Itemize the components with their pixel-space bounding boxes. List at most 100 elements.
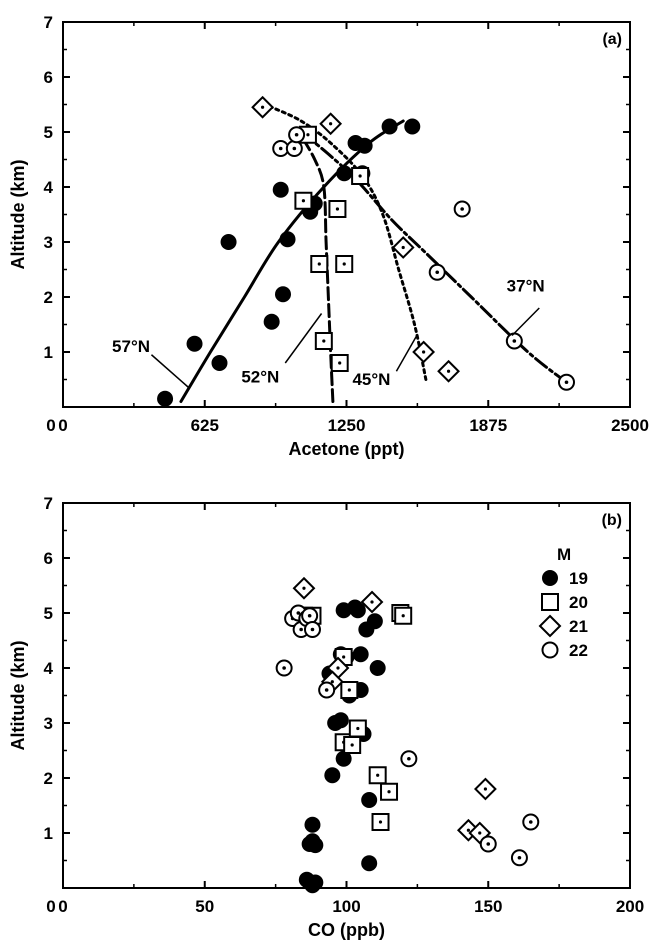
point-open-circle <box>510 849 528 867</box>
data-points <box>157 95 575 407</box>
curve-label-leader <box>395 335 418 372</box>
y-tick-label: 6 <box>44 68 53 87</box>
panel-b: 0 50 100 150 200 0 1 2 3 4 5 6 7 CO (ppb) Altitude (km… <box>8 494 644 940</box>
point-open-diamond <box>412 340 436 364</box>
marker-center-dot <box>335 207 340 211</box>
y-tick-label: 7 <box>44 13 53 32</box>
point-open-square <box>348 719 367 738</box>
x-tick-label: 2500 <box>611 416 649 435</box>
point-open-square <box>368 766 387 785</box>
point-open-diamond <box>360 590 384 614</box>
marker-center-dot <box>336 666 340 670</box>
y-tick-label: 6 <box>44 549 53 568</box>
curve-label-leader <box>150 354 190 389</box>
legend-label: 19 <box>569 569 588 588</box>
panel-label: (a) <box>602 31 622 48</box>
point-filled-circle <box>186 335 203 352</box>
marker-center-dot <box>446 369 451 373</box>
point-filled-circle <box>369 660 386 676</box>
y-tick-label: 7 <box>44 494 53 513</box>
point-open-square <box>310 255 329 273</box>
y-tick-label: 2 <box>44 288 53 307</box>
point-open-square <box>351 167 370 185</box>
x-axis-title: Acetone (ppt) <box>289 439 405 459</box>
point-open-square <box>314 332 333 350</box>
point-open-diamond <box>292 576 316 600</box>
marker-center-dot <box>342 655 346 659</box>
marker-center-dot <box>306 133 310 137</box>
marker-center-dot <box>299 627 303 632</box>
x-tick-label: 100 <box>332 897 360 916</box>
marker-center-dot <box>324 688 329 692</box>
point-filled-circle <box>332 712 349 729</box>
legend-label: 20 <box>569 593 588 612</box>
y-tick-label: 3 <box>44 714 53 733</box>
point-filled-circle <box>361 855 378 872</box>
point-open-square <box>380 782 399 801</box>
point-open-circle <box>303 621 321 638</box>
panel-a: 0 625 1250 1875 2500 0 1 2 3 4 5 6 7 Acetone (ppt) Alt… <box>8 13 649 459</box>
legend-marker <box>538 614 562 638</box>
x-axis-title: CO (ppb) <box>308 920 385 940</box>
marker-center-dot <box>466 828 471 832</box>
point-open-square <box>330 354 349 372</box>
marker-center-dot <box>322 339 326 343</box>
point-filled-circle <box>220 234 237 250</box>
point-open-circle <box>522 813 540 831</box>
curve-45n <box>270 105 428 381</box>
y-tick-label: 2 <box>44 769 53 788</box>
point-filled-circle <box>263 313 280 330</box>
curve-label: 45°N <box>352 370 390 389</box>
point-open-circle <box>285 140 303 157</box>
point-filled-circle <box>381 118 398 135</box>
point-open-square <box>340 681 359 699</box>
curve-label-leader <box>511 307 540 337</box>
curve-52n <box>297 130 335 403</box>
marker-center-dot <box>517 855 522 860</box>
marker-center-dot <box>301 199 306 203</box>
point-open-square <box>343 736 362 754</box>
marker-center-dot <box>435 270 440 275</box>
x-tick-label: 200 <box>616 897 644 916</box>
point-open-circle <box>301 607 319 625</box>
point-filled-circle <box>336 165 353 182</box>
y-tick-label: 1 <box>44 824 53 843</box>
point-open-square <box>294 191 313 210</box>
marker-center-dot <box>358 174 362 178</box>
point-open-circle <box>453 200 471 218</box>
point-filled-circle <box>404 118 421 135</box>
marker-center-dot <box>356 726 360 731</box>
point-filled-circle <box>352 646 369 663</box>
point-filled-circle <box>366 613 383 630</box>
marker-center-dot <box>512 339 517 343</box>
marker-center-dot <box>347 688 351 692</box>
x-tick-label: 50 <box>195 897 214 916</box>
curve-label: 37°N <box>507 277 545 296</box>
point-filled-circle <box>361 792 378 808</box>
point-open-circle <box>505 332 523 350</box>
y-tick-label: 3 <box>44 233 53 252</box>
x-tick-label: 0 <box>58 416 67 435</box>
point-filled-circle <box>349 602 366 619</box>
legend-marker <box>541 593 559 611</box>
marker-center-dot <box>378 820 383 824</box>
point-filled-circle <box>211 355 228 371</box>
marker-center-dot <box>338 361 342 365</box>
marker-center-dot <box>376 773 380 777</box>
point-open-square <box>335 255 354 273</box>
point-filled-circle <box>307 874 324 891</box>
marker-center-dot <box>422 350 426 354</box>
latitude-curves <box>179 105 568 403</box>
point-filled-circle <box>304 816 321 833</box>
point-open-circle <box>275 659 293 677</box>
marker-center-dot <box>307 613 312 618</box>
marker-center-dot <box>407 756 411 761</box>
marker-center-dot <box>478 831 482 835</box>
marker-center-dot <box>401 614 405 618</box>
marker-center-dot <box>486 842 491 846</box>
point-open-diamond <box>251 95 274 119</box>
point-filled-circle <box>279 231 296 248</box>
point-filled-circle <box>274 286 291 303</box>
point-filled-circle <box>335 750 352 767</box>
y-tick-label: 4 <box>44 659 54 678</box>
